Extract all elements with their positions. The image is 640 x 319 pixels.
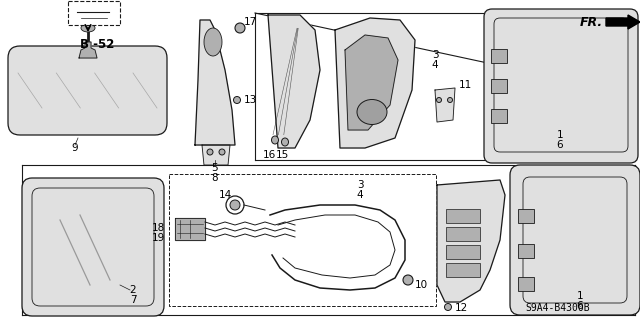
Polygon shape <box>335 18 415 148</box>
Text: 9: 9 <box>72 143 78 153</box>
Ellipse shape <box>204 28 222 56</box>
Polygon shape <box>79 42 97 58</box>
Text: 11: 11 <box>459 80 472 90</box>
Ellipse shape <box>226 196 244 214</box>
Ellipse shape <box>271 136 278 144</box>
FancyBboxPatch shape <box>446 263 480 277</box>
Ellipse shape <box>282 138 289 146</box>
Ellipse shape <box>81 24 95 32</box>
Text: 3: 3 <box>432 50 438 60</box>
Text: 4: 4 <box>356 190 364 200</box>
Ellipse shape <box>447 98 452 102</box>
Ellipse shape <box>234 97 241 103</box>
Ellipse shape <box>445 303 451 310</box>
FancyBboxPatch shape <box>510 165 640 315</box>
Ellipse shape <box>230 200 240 210</box>
FancyArrow shape <box>606 15 640 29</box>
FancyBboxPatch shape <box>484 9 638 163</box>
Polygon shape <box>435 88 455 122</box>
FancyBboxPatch shape <box>446 227 480 241</box>
FancyBboxPatch shape <box>8 46 167 135</box>
Ellipse shape <box>436 98 442 102</box>
Text: 5: 5 <box>212 163 218 173</box>
FancyBboxPatch shape <box>518 277 534 291</box>
Text: 4: 4 <box>432 60 438 70</box>
Text: 8: 8 <box>212 173 218 183</box>
Text: 18: 18 <box>152 223 165 233</box>
FancyBboxPatch shape <box>446 245 480 259</box>
Polygon shape <box>195 20 235 145</box>
Ellipse shape <box>207 149 213 155</box>
Polygon shape <box>202 145 230 165</box>
FancyBboxPatch shape <box>68 1 120 25</box>
FancyBboxPatch shape <box>491 79 507 93</box>
Text: 6: 6 <box>557 140 563 150</box>
Text: 7: 7 <box>130 295 136 305</box>
Text: 16: 16 <box>262 150 276 160</box>
Text: 12: 12 <box>455 303 468 313</box>
FancyBboxPatch shape <box>22 178 164 316</box>
Text: 19: 19 <box>152 233 165 243</box>
FancyBboxPatch shape <box>518 209 534 223</box>
FancyBboxPatch shape <box>491 49 507 63</box>
Text: 3: 3 <box>356 180 364 190</box>
Polygon shape <box>345 35 398 130</box>
Polygon shape <box>437 180 505 302</box>
Text: 1: 1 <box>557 130 563 140</box>
Text: FR.: FR. <box>580 16 603 28</box>
Text: 1: 1 <box>577 291 583 301</box>
Ellipse shape <box>219 149 225 155</box>
Polygon shape <box>268 15 320 148</box>
FancyBboxPatch shape <box>446 209 480 223</box>
Polygon shape <box>175 218 205 240</box>
Text: S9A4-B4300B: S9A4-B4300B <box>525 303 590 313</box>
Ellipse shape <box>403 275 413 285</box>
Text: 17: 17 <box>244 17 257 27</box>
Ellipse shape <box>357 100 387 124</box>
Text: 15: 15 <box>275 150 289 160</box>
Text: 2: 2 <box>130 285 136 295</box>
Text: 13: 13 <box>244 95 257 105</box>
FancyBboxPatch shape <box>169 174 436 306</box>
Text: B -52: B -52 <box>80 39 114 51</box>
Text: 10: 10 <box>415 280 428 290</box>
Ellipse shape <box>235 23 245 33</box>
FancyBboxPatch shape <box>491 109 507 123</box>
Text: 6: 6 <box>577 301 583 311</box>
Text: 14: 14 <box>218 190 232 200</box>
FancyBboxPatch shape <box>518 244 534 258</box>
